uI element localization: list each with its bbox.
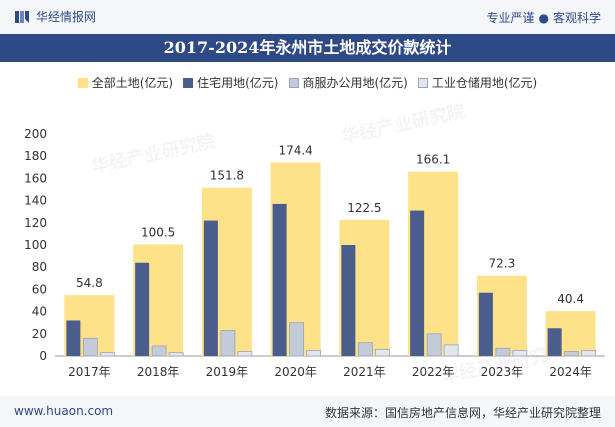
bar-series1-5 bbox=[410, 210, 425, 356]
tagline-right: 客观科学 bbox=[552, 11, 601, 25]
bar-series2-5 bbox=[426, 333, 442, 357]
bar-series2-2 bbox=[220, 330, 236, 357]
y-tick-label: 160 bbox=[24, 171, 47, 185]
footer-website-link[interactable]: www.huaon.com bbox=[14, 404, 114, 418]
chart-legend: 全部土地(亿元) 住宅用地(亿元) 商服办公用地(亿元) 工业仓储用地(亿元) bbox=[0, 74, 615, 91]
tagline: 专业严谨 ● 客观科学 bbox=[486, 9, 601, 26]
bar-series2-3 bbox=[289, 322, 305, 357]
y-tick-label: 20 bbox=[32, 327, 47, 341]
data-label-total-7: 40.4 bbox=[557, 292, 584, 306]
bar-series2-0 bbox=[82, 337, 98, 357]
footer-bar: www.huaon.com 数据来源：国信房地产信息网，华经产业研究院整理 bbox=[0, 396, 615, 427]
legend-swatch-total bbox=[77, 77, 88, 88]
logo-text: 华经情报网 bbox=[36, 10, 97, 24]
data-label-total-4: 122.5 bbox=[347, 201, 381, 215]
tagline-left: 专业严谨 bbox=[486, 11, 535, 25]
data-label-total-1: 100.5 bbox=[141, 225, 175, 239]
x-tick-label: 2020年 bbox=[274, 365, 317, 379]
bar-series1-7 bbox=[547, 328, 562, 356]
y-tick-label: 40 bbox=[32, 305, 47, 319]
data-label-total-3: 174.4 bbox=[278, 143, 312, 157]
legend-swatch-residential bbox=[183, 77, 194, 88]
y-tick-label: 100 bbox=[24, 238, 47, 252]
bar-series3-3 bbox=[306, 350, 322, 357]
bar-series3-6 bbox=[512, 350, 528, 357]
bar-series1-4 bbox=[341, 245, 356, 356]
x-tick-label: 2017年 bbox=[68, 365, 111, 379]
bar-series2-7 bbox=[564, 351, 580, 357]
data-label-total-0: 54.8 bbox=[76, 276, 103, 290]
y-tick-label: 120 bbox=[24, 216, 47, 230]
footer-source: 数据来源：国信房地产信息网，华经产业研究院整理 bbox=[324, 406, 601, 420]
y-tick-label: 140 bbox=[24, 194, 47, 208]
top-bar: 华经情报网 专业严谨 ● 客观科学 bbox=[0, 0, 615, 34]
x-tick-label: 2023年 bbox=[481, 365, 524, 379]
legend-label-industrial: 工业仓储用地(亿元) bbox=[431, 76, 538, 90]
brand-logo[interactable]: 华经情报网 bbox=[14, 8, 96, 25]
bar-series3-1 bbox=[168, 352, 184, 357]
bar-series3-2 bbox=[237, 351, 253, 357]
bar-series1-0 bbox=[66, 320, 81, 356]
legend-item-total[interactable]: 全部土地(亿元) bbox=[77, 74, 174, 91]
bar-chart: 0 20 40 60 80 100 120 140 160 180 200 54.8 2017年 100.… bbox=[24, 127, 605, 379]
y-tick-label: 60 bbox=[32, 282, 47, 296]
y-tick-label: 0 bbox=[39, 349, 47, 363]
x-tick-label: 2022年 bbox=[412, 365, 455, 379]
bar-series2-4 bbox=[357, 342, 373, 357]
data-label-total-5: 166.1 bbox=[416, 153, 450, 167]
bar-series2-1 bbox=[151, 345, 167, 357]
x-tick-label: 2021年 bbox=[343, 365, 386, 379]
legend-item-commercial[interactable]: 商服办公用地(亿元) bbox=[288, 74, 408, 91]
y-tick-label: 200 bbox=[24, 127, 47, 141]
legend-item-industrial[interactable]: 工业仓储用地(亿元) bbox=[417, 74, 538, 91]
bar-series3-7 bbox=[581, 350, 597, 357]
bar-series1-6 bbox=[478, 292, 493, 356]
logo-icon bbox=[15, 10, 29, 23]
legend-label-residential: 住宅用地(亿元) bbox=[197, 76, 279, 90]
y-tick-label: 180 bbox=[24, 149, 47, 163]
legend-label-commercial: 商服办公用地(亿元) bbox=[302, 76, 408, 90]
bar-series3-4 bbox=[374, 348, 390, 357]
data-label-total-6: 72.3 bbox=[489, 257, 516, 271]
x-tick-label: 2019年 bbox=[206, 365, 249, 379]
chart-title: 2017-2024年永州市土地成交价款统计 bbox=[0, 34, 615, 62]
tagline-dot: ● bbox=[538, 11, 549, 25]
bar-series1-2 bbox=[203, 220, 218, 356]
bar-series2-6 bbox=[495, 347, 511, 357]
legend-label-total: 全部土地(亿元) bbox=[91, 76, 174, 90]
bar-series3-5 bbox=[443, 344, 459, 357]
legend-item-residential[interactable]: 住宅用地(亿元) bbox=[183, 74, 279, 91]
bar-series1-1 bbox=[135, 262, 150, 356]
legend-swatch-commercial bbox=[288, 77, 299, 88]
x-tick-label: 2018年 bbox=[137, 365, 180, 379]
legend-swatch-industrial bbox=[417, 77, 428, 88]
data-label-total-2: 151.8 bbox=[210, 169, 244, 183]
x-tick-label: 2024年 bbox=[549, 365, 592, 379]
bar-series3-0 bbox=[99, 352, 115, 357]
y-tick-label: 80 bbox=[32, 260, 47, 274]
bar-series1-3 bbox=[272, 203, 287, 356]
